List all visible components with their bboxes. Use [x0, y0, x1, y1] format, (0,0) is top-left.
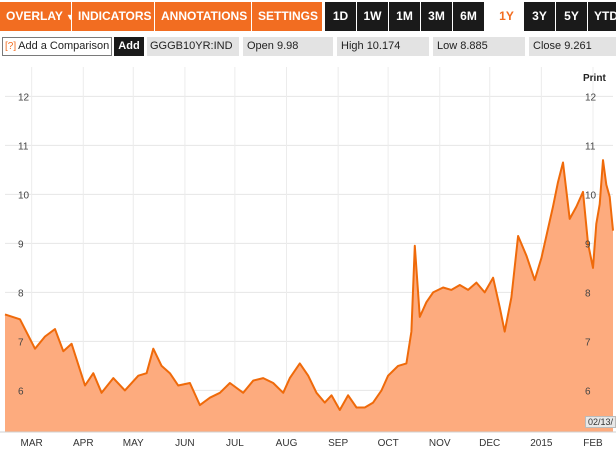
x-tick-label: FEB: [583, 438, 603, 449]
y-tick-label-right: 8: [585, 288, 591, 299]
close-value: 9.261: [564, 40, 592, 52]
chevron-down-icon: ▼: [65, 12, 75, 22]
x-tick-label: DEC: [479, 438, 500, 449]
y-tick-label: 11: [18, 141, 29, 152]
x-tick-label: 2015: [530, 438, 553, 449]
close-label: Close: [533, 40, 562, 52]
range-1m-button[interactable]: 1M: [389, 2, 420, 31]
range-6m-button[interactable]: 6M: [453, 2, 484, 31]
open-stat: Open 9.98: [243, 37, 333, 56]
y-tick-label-right: 10: [585, 190, 597, 201]
range-3y-button[interactable]: 3Y: [524, 2, 555, 31]
high-stat: High 10.174: [337, 37, 429, 56]
y-tick-label: 9: [18, 239, 24, 250]
range-1y-button[interactable]: 1Y: [491, 2, 522, 31]
y-tick-label: 6: [18, 386, 24, 397]
low-value: 8.885: [460, 40, 488, 52]
settings-label: SETTINGS: [258, 9, 319, 23]
x-tick-label: AUG: [276, 438, 298, 449]
low-stat: Low 8.885: [433, 37, 525, 56]
range-5y-button[interactable]: 5Y: [556, 2, 587, 31]
overlay-menu-button[interactable]: OVERLAY ▼: [0, 2, 75, 31]
y-tick-label-right: 11: [585, 141, 596, 152]
range-1w-button[interactable]: 1W: [357, 2, 388, 31]
y-tick-label-right: 7: [585, 337, 591, 348]
y-tick-label: 12: [18, 92, 30, 103]
x-tick-label: OCT: [378, 438, 399, 449]
price-chart[interactable]: 6 6 7 7 8 8 9 9 10 10 11 11 12 12 MAR APR MAY JUN JUL AUG SE…: [0, 62, 616, 456]
ticker-symbol: GGGB10YR:IND: [147, 37, 239, 56]
x-axis-band: [0, 432, 616, 456]
x-tick-label: NOV: [429, 438, 451, 449]
y-tick-label-right: 9: [585, 239, 591, 250]
high-label: High: [341, 40, 364, 52]
y-tick-label: 8: [18, 288, 24, 299]
settings-menu-button[interactable]: SETTINGS▼: [252, 2, 330, 31]
x-tick-label: MAR: [21, 438, 43, 449]
y-tick-label: 10: [18, 190, 30, 201]
comparison-placeholder: Add a Comparison: [18, 40, 110, 52]
range-ytd-button[interactable]: YTD: [588, 2, 616, 31]
comparison-input[interactable]: [?] Add a Comparison: [2, 37, 112, 56]
y-tick-label-right: 12: [585, 92, 597, 103]
y-tick-label-right: 6: [585, 386, 591, 397]
low-label: Low: [437, 40, 458, 52]
quote-bar: [?] Add a Comparison Add GGGB10YR:IND Ope…: [0, 33, 616, 60]
chart-canvas[interactable]: 6 6 7 7 8 8 9 9 10 10 11 11 12 12 MAR APR MAY JUN JUL AUG SE…: [0, 62, 616, 456]
add-comparison-button[interactable]: Add: [114, 37, 144, 56]
chart-toolbar: OVERLAY▼ INDICATORS▼ ANNOTATIONS▼ SETTIN…: [0, 0, 616, 33]
range-1d-button[interactable]: 1D: [325, 2, 356, 31]
x-tick-label: JUL: [226, 438, 244, 449]
x-tick-label: APR: [73, 438, 94, 449]
series-line: [4, 159, 614, 411]
high-value: 10.174: [366, 40, 401, 52]
indicators-label: INDICATORS: [78, 9, 152, 23]
print-link[interactable]: Print: [583, 73, 606, 84]
help-icon[interactable]: [?]: [5, 41, 17, 52]
x-tick-label: JUN: [175, 438, 194, 449]
x-tick-label: SEP: [328, 438, 348, 449]
series-area: [5, 160, 613, 432]
open-value: 9.98: [276, 40, 299, 52]
x-tick-label: MAY: [123, 438, 144, 449]
overlay-label: OVERLAY: [6, 9, 63, 23]
annotations-menu-button[interactable]: ANNOTATIONS▼: [155, 2, 259, 31]
annotations-label: ANNOTATIONS: [161, 9, 248, 23]
close-stat: Close 9.261: [529, 37, 616, 56]
last-date-flag: 02/13/: [585, 416, 616, 428]
y-tick-label: 7: [18, 337, 24, 348]
range-3m-button[interactable]: 3M: [421, 2, 452, 31]
open-label: Open: [247, 40, 274, 52]
indicators-menu-button[interactable]: INDICATORS▼: [72, 2, 163, 31]
